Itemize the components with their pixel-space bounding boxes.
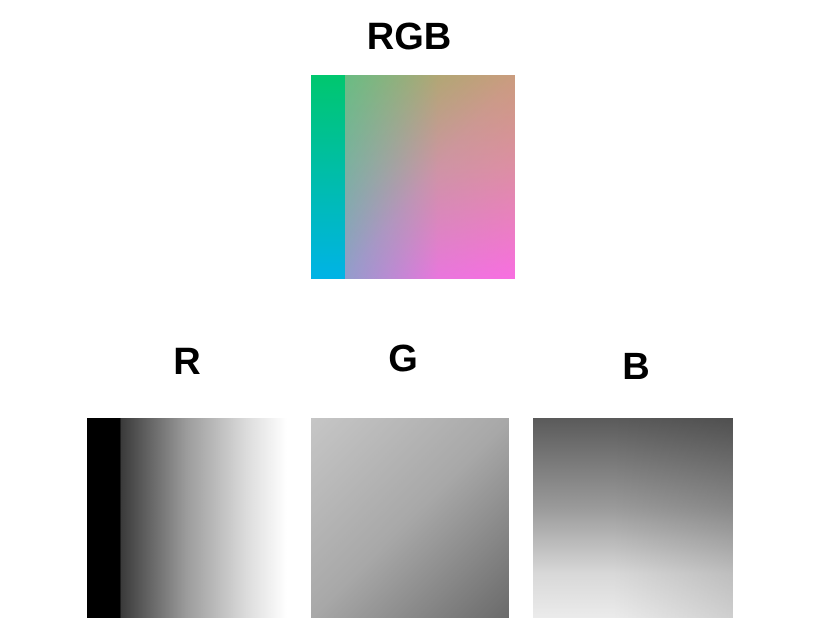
r-channel-image [87,418,287,618]
r-channel-title: R [173,341,201,383]
b-channel-shade [533,418,733,618]
g-channel-image [311,418,509,618]
rgb-title: RGB [366,16,452,58]
g-channel-title: G [388,338,418,380]
rgb-composite-image [311,75,515,279]
rgb-tint-layer [345,75,515,279]
b-channel-title: B [622,346,650,388]
b-channel-image [533,418,733,618]
